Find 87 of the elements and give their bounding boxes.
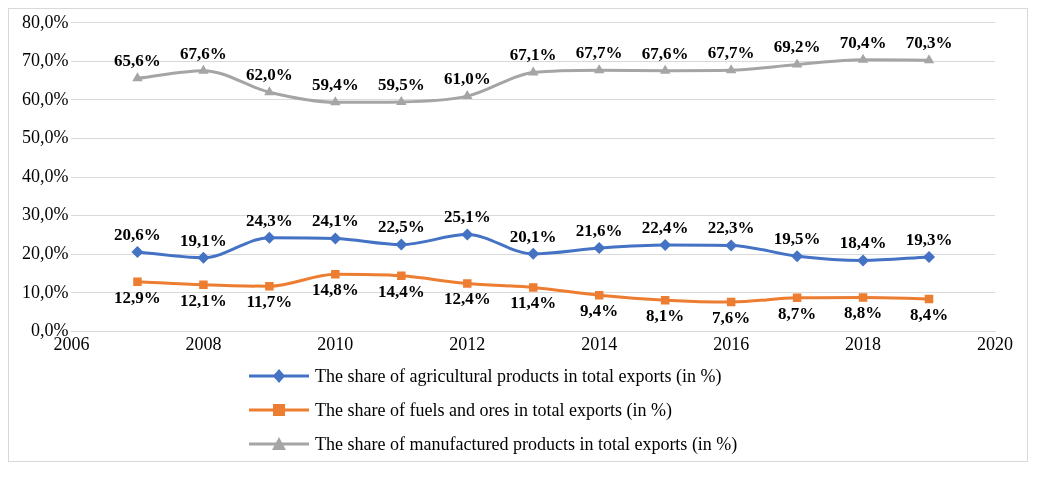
data-label: 18,4% bbox=[839, 233, 887, 253]
point bbox=[725, 239, 738, 252]
point bbox=[857, 53, 869, 63]
y-tick-label: 70,0% bbox=[21, 50, 69, 71]
x-tick-label: 2012 bbox=[449, 333, 486, 354]
point bbox=[199, 280, 208, 289]
point bbox=[330, 96, 341, 106]
data-label: 20,1% bbox=[509, 226, 557, 246]
y-tick-label: 40,0% bbox=[21, 165, 69, 186]
legend-label: The share of manufactured products in total exports (in %) bbox=[315, 433, 738, 455]
data-label: 22,5% bbox=[377, 217, 425, 237]
data-label: 22,4% bbox=[641, 217, 689, 237]
point bbox=[858, 293, 868, 302]
data-label: 25,1% bbox=[443, 207, 491, 227]
y-tick-label: 60,0% bbox=[21, 88, 69, 109]
point bbox=[397, 271, 406, 281]
point bbox=[133, 277, 142, 286]
point bbox=[264, 86, 275, 96]
y-tick-label: 80,0% bbox=[21, 11, 69, 32]
point bbox=[263, 231, 276, 244]
data-label: 22,3% bbox=[707, 218, 755, 238]
data-label: 19,5% bbox=[773, 229, 821, 249]
point bbox=[198, 64, 209, 74]
point bbox=[463, 279, 472, 288]
data-label: 62,0% bbox=[246, 65, 293, 85]
y-tick-label: 10,0% bbox=[21, 281, 69, 302]
x-tick-label: 2014 bbox=[581, 333, 618, 354]
point bbox=[197, 251, 210, 264]
point bbox=[725, 64, 737, 74]
data-label: 59,4% bbox=[311, 75, 359, 95]
x-tick-label: 2016 bbox=[713, 333, 750, 354]
data-label: 20,6% bbox=[114, 224, 161, 244]
data-label: 7,6% bbox=[712, 307, 751, 327]
data-label: 12,9% bbox=[114, 287, 161, 307]
point bbox=[331, 270, 340, 279]
data-label: 67,1% bbox=[509, 45, 557, 65]
data-label: 8,1% bbox=[646, 306, 685, 326]
data-label: 61,0% bbox=[443, 68, 491, 88]
point bbox=[791, 250, 804, 263]
point bbox=[594, 64, 605, 74]
x-tick-label: 2018 bbox=[845, 333, 882, 354]
data-label: 12,1% bbox=[180, 290, 227, 310]
x-tick-label: 2020 bbox=[977, 333, 1013, 354]
data-label: 65,6% bbox=[114, 51, 161, 71]
x-tick-label: 2008 bbox=[185, 333, 222, 354]
data-label: 8,8% bbox=[843, 303, 883, 323]
point bbox=[923, 250, 936, 263]
point bbox=[529, 283, 538, 292]
legend-label: The share of agricultural products in total exports (in %) bbox=[315, 365, 722, 387]
point bbox=[329, 232, 342, 245]
point bbox=[528, 66, 539, 76]
legend-label: The share of fuels and ores in total exports (in %) bbox=[315, 399, 672, 421]
data-label: 19,3% bbox=[905, 229, 953, 249]
data-label: 14,4% bbox=[377, 281, 425, 301]
data-label: 59,5% bbox=[377, 74, 425, 94]
point bbox=[265, 282, 274, 291]
point bbox=[462, 90, 473, 100]
data-label: 11,4% bbox=[510, 293, 557, 313]
data-label: 14,8% bbox=[311, 280, 359, 300]
data-label: 8,7% bbox=[777, 303, 817, 323]
data-label: 11,7% bbox=[246, 292, 293, 312]
y-tick-label: 20,0% bbox=[21, 242, 69, 263]
data-label: 19,1% bbox=[180, 230, 227, 250]
point bbox=[396, 95, 407, 105]
x-tick-label: 2010 bbox=[317, 333, 354, 354]
y-tick-label: 50,0% bbox=[21, 127, 69, 148]
data-label: 70,3% bbox=[905, 33, 953, 53]
data-label: 67,6% bbox=[180, 43, 227, 63]
y-tick-label: 30,0% bbox=[21, 204, 69, 225]
data-label: 24,3% bbox=[246, 210, 293, 230]
data-label: 67,7% bbox=[707, 43, 755, 63]
point bbox=[791, 58, 803, 68]
point bbox=[527, 247, 540, 260]
point bbox=[659, 64, 671, 74]
data-label: 67,7% bbox=[575, 43, 623, 63]
point bbox=[131, 245, 144, 258]
data-label: 70,4% bbox=[839, 32, 887, 52]
data-label: 12,4% bbox=[443, 289, 491, 309]
data-label: 24,1% bbox=[311, 211, 359, 231]
point bbox=[923, 54, 935, 64]
data-label: 9,4% bbox=[580, 301, 619, 321]
point bbox=[461, 228, 474, 241]
data-label: 69,2% bbox=[773, 37, 821, 57]
data-label: 21,6% bbox=[575, 220, 623, 240]
point bbox=[132, 72, 143, 82]
data-label: 8,4% bbox=[909, 304, 949, 324]
data-label: 67,6% bbox=[641, 43, 689, 63]
